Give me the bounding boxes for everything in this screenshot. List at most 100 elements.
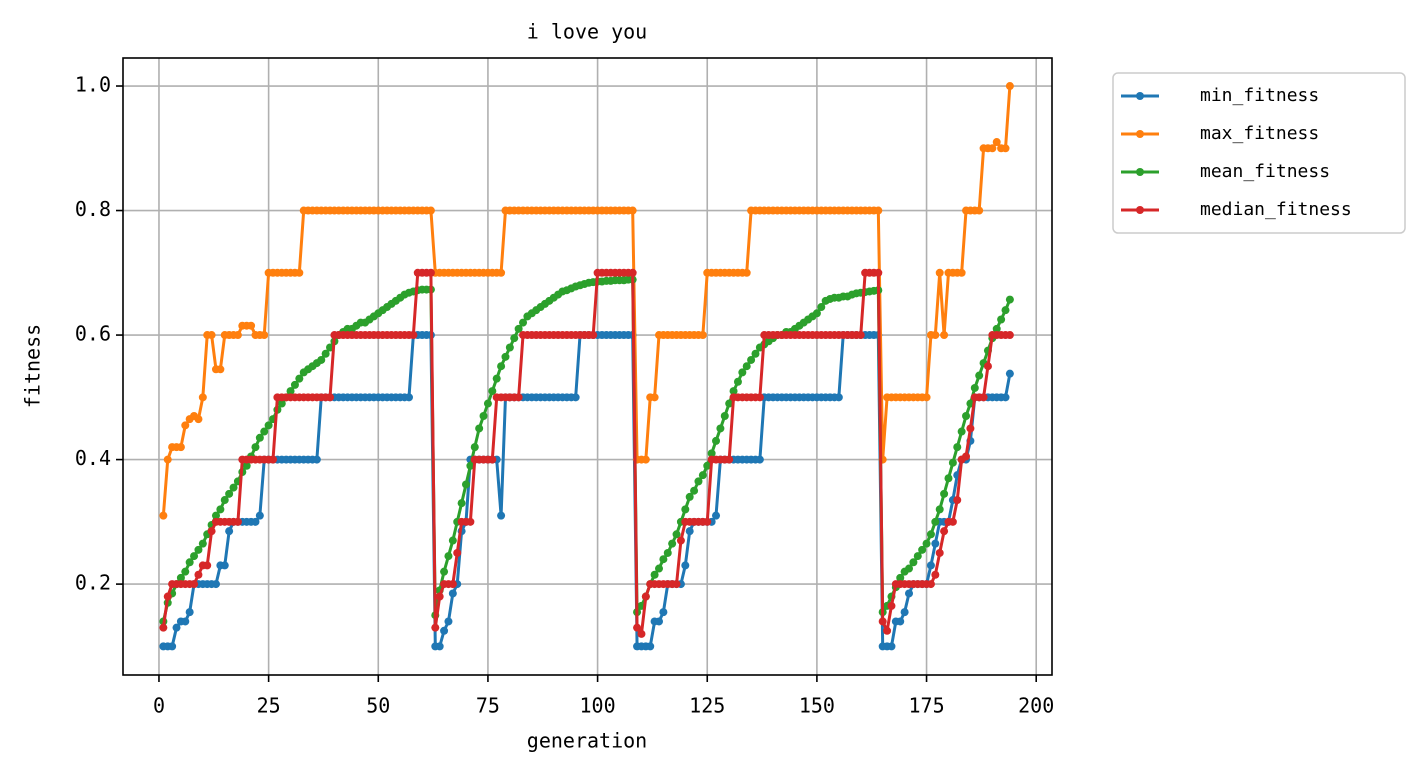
data-point: [896, 617, 905, 626]
data-point: [690, 486, 699, 495]
data-point: [589, 331, 598, 340]
data-point: [874, 206, 883, 215]
data-point: [712, 511, 721, 520]
legend-label: mean_fitness: [1200, 161, 1330, 182]
data-point: [488, 455, 497, 464]
data-point: [321, 349, 330, 358]
data-point: [159, 511, 168, 520]
y-axis-label: fitness: [21, 324, 45, 408]
legend-label: min_fitness: [1200, 85, 1319, 106]
data-point: [698, 471, 707, 480]
x-tick-label: 150: [799, 694, 835, 718]
legend-marker: [1136, 206, 1144, 214]
data-point: [874, 268, 883, 277]
data-point: [975, 206, 984, 215]
data-point: [317, 355, 326, 364]
data-point: [225, 489, 234, 498]
data-point: [198, 393, 207, 402]
data-point: [475, 424, 484, 433]
data-point: [431, 623, 440, 632]
data-point: [681, 561, 690, 570]
y-tick-label: 0.6: [75, 322, 111, 346]
data-point: [172, 623, 181, 632]
data-point: [650, 570, 659, 579]
data-point: [505, 343, 514, 352]
data-point: [448, 589, 457, 598]
x-tick-label: 0: [153, 694, 165, 718]
data-point: [514, 393, 523, 402]
data-point: [448, 536, 457, 545]
data-point: [948, 517, 957, 526]
data-point: [519, 318, 528, 327]
data-point: [953, 496, 962, 505]
data-point: [269, 455, 278, 464]
legend-marker: [1136, 168, 1144, 176]
data-point: [194, 545, 203, 554]
data-point: [457, 499, 466, 508]
x-tick-label: 50: [366, 694, 390, 718]
data-point: [470, 443, 479, 452]
data-point: [466, 517, 475, 526]
data-point: [251, 443, 260, 452]
y-tick-label: 0.2: [75, 571, 111, 595]
data-point: [444, 617, 453, 626]
data-point: [962, 452, 971, 461]
data-point: [479, 411, 488, 420]
data-point: [466, 461, 475, 470]
data-point: [905, 564, 914, 573]
data-point: [957, 268, 966, 277]
data-point: [940, 527, 949, 536]
data-point: [944, 474, 953, 483]
data-point: [251, 517, 260, 526]
data-point: [216, 505, 225, 514]
data-point: [295, 374, 304, 383]
data-point: [571, 393, 580, 402]
data-point: [935, 548, 944, 557]
data-point: [817, 303, 826, 312]
data-point: [676, 536, 685, 545]
data-point: [181, 421, 190, 430]
data-point: [755, 393, 764, 402]
x-tick-label: 25: [257, 694, 281, 718]
data-point: [497, 511, 506, 520]
data-point: [935, 505, 944, 514]
data-point: [211, 511, 220, 520]
data-point: [738, 368, 747, 377]
data-point: [181, 567, 190, 576]
data-point: [497, 362, 506, 371]
data-point: [747, 355, 756, 364]
data-point: [685, 492, 694, 501]
x-axis-label: generation: [527, 729, 647, 753]
data-point: [185, 608, 194, 617]
data-point: [812, 309, 821, 318]
data-point: [448, 580, 457, 589]
data-point: [176, 573, 185, 582]
data-point: [887, 642, 896, 651]
data-point: [194, 570, 203, 579]
data-point: [163, 592, 172, 601]
data-point: [163, 455, 172, 464]
data-point: [641, 455, 650, 464]
data-point: [659, 608, 668, 617]
data-point: [233, 517, 242, 526]
data-point: [312, 455, 321, 464]
data-point: [514, 324, 523, 333]
data-point: [1001, 144, 1010, 153]
data-point: [488, 387, 497, 396]
data-point: [628, 268, 637, 277]
data-point: [225, 527, 234, 536]
data-point: [979, 393, 988, 402]
x-tick-label: 200: [1018, 694, 1054, 718]
legend-label: max_fitness: [1200, 123, 1319, 144]
data-point: [992, 138, 1001, 147]
data-point: [935, 268, 944, 277]
data-point: [1005, 82, 1014, 91]
data-point: [233, 331, 242, 340]
data-point: [685, 527, 694, 536]
data-point: [255, 511, 264, 520]
legend-marker: [1136, 92, 1144, 100]
data-point: [931, 570, 940, 579]
data-point: [905, 589, 914, 598]
data-point: [404, 393, 413, 402]
